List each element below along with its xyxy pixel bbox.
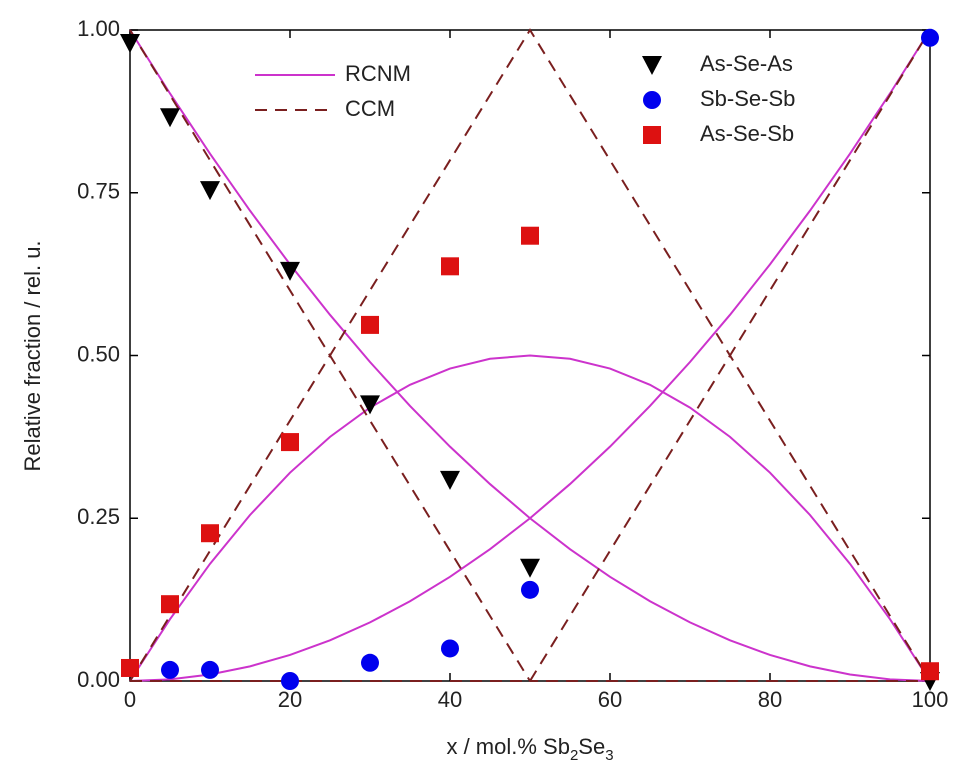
model-curve (129, 28, 931, 682)
data-point (201, 524, 219, 543)
legend-label: RCNM (345, 61, 411, 86)
model-curve (129, 354, 931, 682)
data-point (440, 470, 460, 490)
data-point (361, 315, 379, 334)
x-tick-label: 100 (912, 687, 949, 712)
x-tick-label: 80 (758, 687, 782, 712)
data-point (280, 261, 300, 281)
label-part: x / mol.% Sb (446, 734, 569, 759)
data-point (121, 658, 139, 677)
legend-marker (643, 91, 661, 109)
legend-marker (642, 56, 662, 75)
legend-label: As-Se-Sb (700, 121, 794, 146)
data-point (161, 660, 179, 679)
label-part: Se (578, 734, 605, 759)
x-tick-label: 0 (124, 687, 136, 712)
data-point (120, 34, 140, 54)
data-point (921, 28, 939, 47)
legend-marker (643, 126, 661, 144)
x-axis-label: x / mol.% Sb2Se3 (446, 734, 613, 764)
y-tick-label: 1.00 (77, 16, 120, 41)
data-point (201, 660, 219, 679)
model-curve (130, 29, 931, 682)
data-point (361, 653, 379, 672)
data-point (200, 181, 220, 201)
y-tick-label: 0.50 (77, 341, 120, 366)
data-point (521, 226, 539, 245)
x-tick-label: 60 (598, 687, 622, 712)
x-tick-label: 40 (438, 687, 462, 712)
data-point (441, 639, 459, 658)
x-tick-label: 20 (278, 687, 302, 712)
legend-label: Sb-Se-Sb (700, 86, 795, 111)
data-point (160, 108, 180, 128)
y-tick-label: 0.25 (77, 504, 120, 529)
data-point (441, 257, 459, 276)
data-point (281, 433, 299, 452)
y-axis-label: Relative fraction / rel. u. (20, 240, 45, 471)
legend-label: As-Se-As (700, 51, 793, 76)
data-point (281, 672, 299, 690)
data-point (521, 580, 539, 599)
y-tick-label: 0.75 (77, 179, 120, 204)
data-point (520, 558, 540, 578)
subscript: 2 (570, 747, 578, 764)
data-point (921, 662, 939, 681)
data-point (360, 395, 380, 415)
data-point (161, 595, 179, 614)
subscript: 3 (605, 747, 613, 764)
legend-label: CCM (345, 96, 395, 121)
model-curve (129, 29, 931, 682)
y-tick-label: 0.00 (77, 667, 120, 692)
